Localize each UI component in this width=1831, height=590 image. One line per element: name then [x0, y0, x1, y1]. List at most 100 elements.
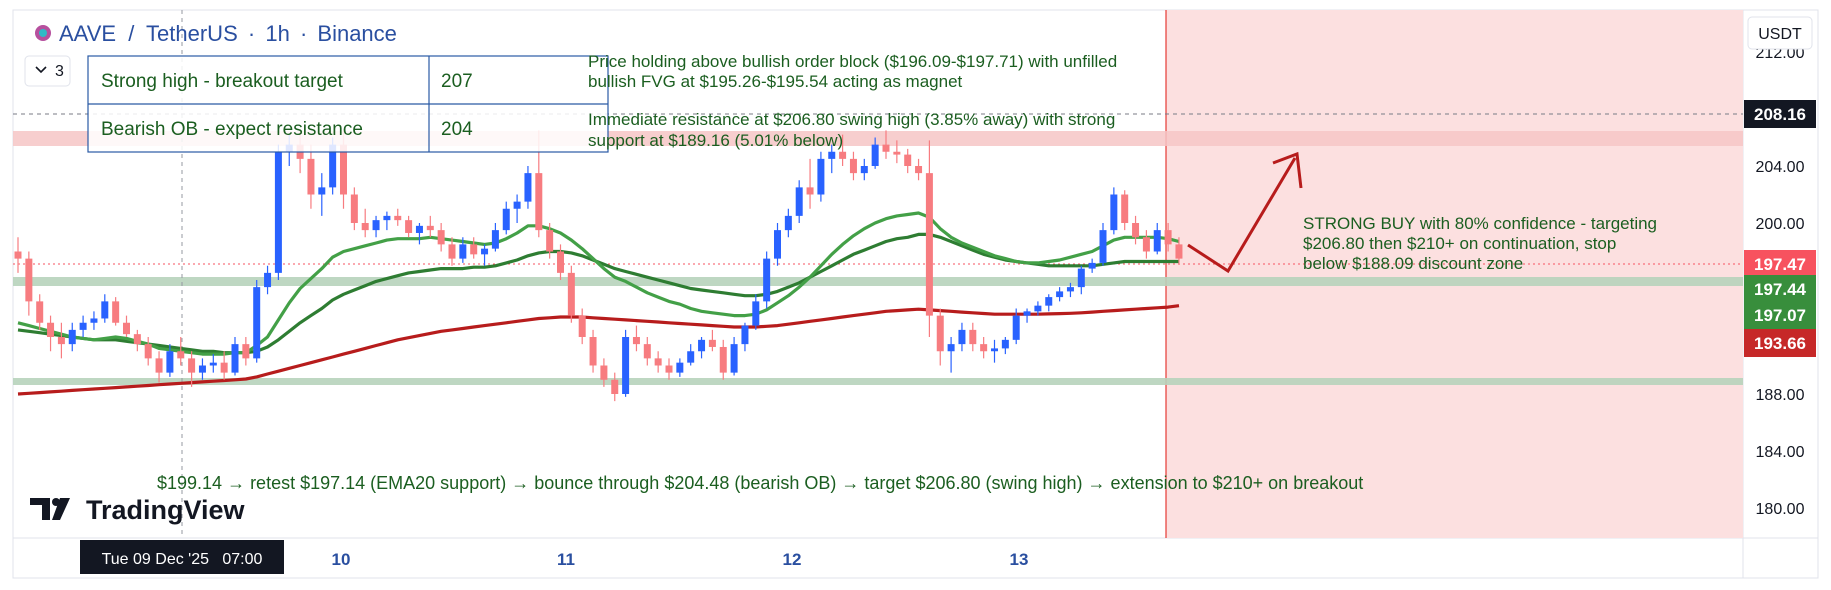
price-label-text: 197.07	[1754, 306, 1806, 325]
candle	[274, 144, 282, 280]
candle-body	[274, 151, 282, 273]
table-row-2-value: 204	[441, 119, 473, 140]
candle	[144, 337, 152, 366]
price-label-text: 197.44	[1754, 280, 1807, 299]
candle-body	[567, 272, 575, 316]
candle	[14, 237, 22, 273]
candle	[166, 344, 174, 377]
header-separator: /	[128, 21, 135, 46]
tradingview-logo[interactable]: TradingView	[30, 495, 246, 525]
candle	[708, 329, 716, 352]
time-axis[interactable]: Tue 09 Dec '25 07:00 10 11 12 13	[80, 540, 1028, 574]
candle	[915, 158, 923, 181]
candle	[502, 201, 510, 235]
candle-body	[893, 151, 901, 155]
candle-body	[383, 215, 391, 221]
candle	[904, 148, 912, 174]
header-title: AAVE / TetherUS · 1h · Binance	[59, 21, 397, 46]
candle-body	[502, 208, 510, 231]
candle-body	[405, 220, 413, 233]
candle	[1132, 215, 1140, 245]
candle	[318, 173, 326, 216]
price-label: 197.44	[1744, 275, 1816, 303]
candle-body	[1088, 262, 1096, 269]
candle-body	[79, 322, 87, 330]
currency-button[interactable]: USDT	[1747, 16, 1813, 50]
candle-body	[340, 144, 347, 195]
candle-body	[361, 223, 369, 231]
ema-layer	[17, 211, 1180, 396]
candle	[79, 315, 87, 337]
candle	[849, 151, 857, 181]
candle-body	[1110, 194, 1118, 231]
candle-body	[394, 215, 402, 221]
candle-body	[25, 258, 33, 302]
price-label-text: 197.47	[1754, 255, 1806, 274]
candle	[491, 223, 499, 252]
header-dot-2: ·	[300, 21, 307, 46]
candle	[1077, 265, 1085, 295]
time-label-13: 13	[1010, 550, 1029, 569]
candle-body	[708, 339, 716, 347]
candle	[242, 337, 250, 366]
candle-body	[947, 344, 955, 352]
candle	[925, 140, 933, 337]
candle-body	[1099, 230, 1107, 263]
candle-body	[991, 348, 998, 352]
candle	[1164, 223, 1172, 252]
candle	[1088, 258, 1096, 273]
candle-body	[177, 351, 185, 359]
candle-body	[589, 337, 597, 366]
candle-body	[622, 337, 630, 394]
y-tick-label: 200.00	[1756, 216, 1805, 233]
candle	[567, 265, 575, 323]
forecast-arrowhead-icon	[1272, 151, 1303, 189]
currency-label: USDT	[1758, 26, 1802, 43]
candle	[665, 358, 673, 380]
candle-body	[1012, 315, 1020, 340]
y-tick-label: 204.00	[1756, 159, 1805, 176]
candle-body	[101, 301, 109, 319]
bullish-ob-zone	[13, 277, 1743, 286]
candle	[513, 194, 521, 223]
candle-body	[481, 248, 489, 255]
candle	[654, 351, 662, 373]
candle	[676, 358, 684, 377]
tradingview-logo-dot	[52, 498, 60, 506]
price-label-box	[1744, 250, 1816, 278]
candle-body	[763, 258, 771, 302]
candle	[719, 339, 727, 380]
candle	[947, 337, 955, 373]
price-label: 197.47	[1744, 250, 1816, 278]
candle	[36, 294, 44, 330]
indicator-collapse-button[interactable]: 3	[24, 55, 71, 87]
candle-body	[882, 144, 890, 152]
table-row-1-value: 207	[441, 71, 473, 92]
candle	[774, 223, 781, 266]
forecast-arrow-icon	[1187, 157, 1297, 274]
candle	[763, 251, 771, 309]
candle-body	[437, 230, 445, 245]
symbol-header[interactable]: AAVE / TetherUS · 1h · Binance	[35, 21, 397, 46]
price-label: 197.07	[1744, 301, 1816, 329]
candle	[1056, 287, 1064, 302]
time-label-11: 11	[557, 550, 575, 569]
candle	[991, 339, 998, 363]
candle-body	[741, 325, 749, 345]
candle	[155, 351, 163, 383]
tradingview-logo-text: TradingView	[86, 495, 246, 525]
candle	[1142, 230, 1150, 259]
candle-body	[665, 365, 673, 373]
header-interval: 1h	[265, 21, 289, 46]
candle	[589, 329, 597, 373]
candle	[123, 315, 130, 337]
candle-body	[14, 251, 22, 259]
candle	[372, 215, 380, 238]
candle	[133, 329, 141, 352]
candle	[231, 337, 239, 376]
candle	[394, 208, 402, 226]
candle	[860, 158, 868, 181]
candle	[101, 294, 109, 323]
candle	[730, 337, 738, 376]
